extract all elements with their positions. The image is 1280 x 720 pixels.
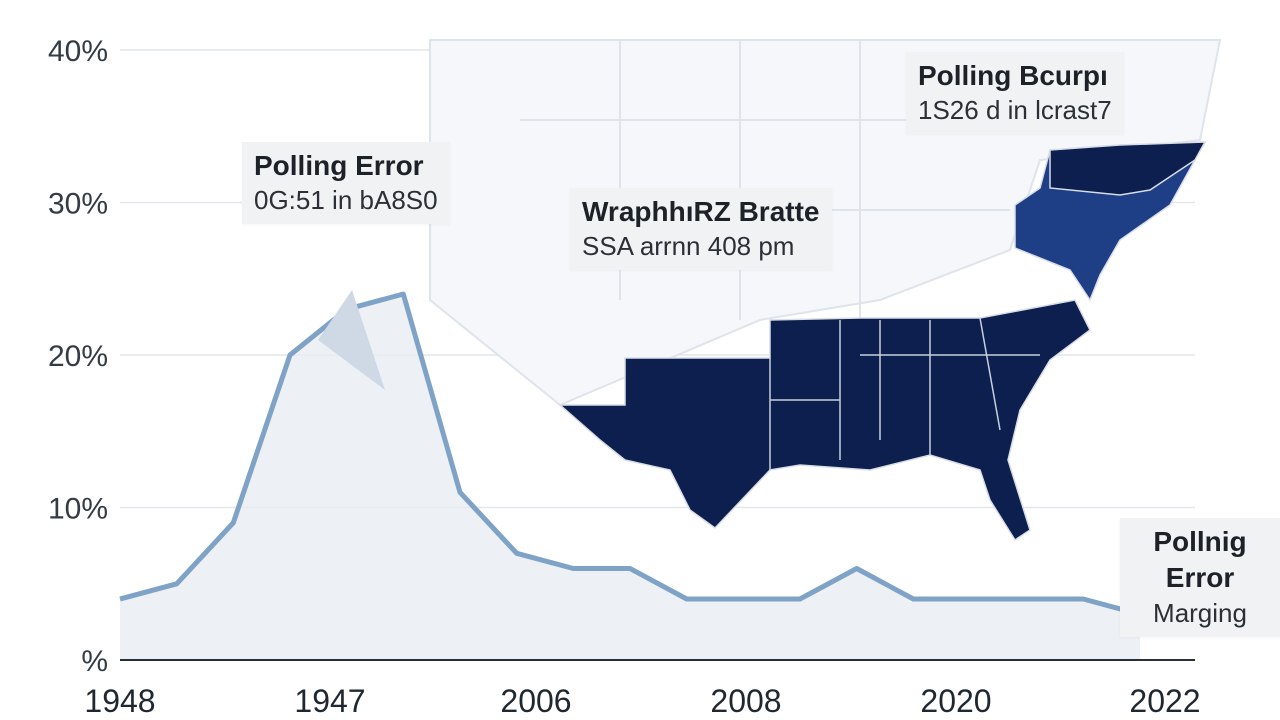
x-tick-label: 2008 xyxy=(710,683,781,719)
annotation-state-label: WraphhıRZ Bratte SSA arrnn 408 pm xyxy=(570,188,832,271)
error-area xyxy=(120,294,1140,660)
y-tick-label: 30% xyxy=(48,188,108,221)
x-tick-label: 2022 xyxy=(1129,683,1200,719)
annotation-polling-bump: Polling Bcurpı 1S26 d in lcrast7 xyxy=(906,52,1124,135)
annotation-text: 1S26 d in lcrast7 xyxy=(918,95,1112,126)
peak-callout-pointer xyxy=(318,290,385,390)
y-tick-label: % xyxy=(81,645,108,678)
annotation-text: 0G:51 in bA8S0 xyxy=(254,185,438,216)
annotation-polling-error-margin: Pollnig Error Marging xyxy=(1120,518,1280,637)
x-tick-label: 2020 xyxy=(920,683,991,719)
annotation-title: WraphhıRZ Bratte xyxy=(582,196,820,227)
annotation-title: Polling Bcurpı xyxy=(918,60,1108,91)
y-tick-label: 20% xyxy=(48,340,108,373)
annotation-polling-error: Polling Error 0G:51 in bA8S0 xyxy=(242,142,450,225)
annotation-title: Pollnig Error xyxy=(1153,526,1247,594)
annotation-title: Polling Error xyxy=(254,150,424,181)
y-axis-ticks: % 10% 20% 30% 40% xyxy=(48,35,108,678)
x-tick-label: 1948 xyxy=(84,683,155,719)
y-tick-label: 40% xyxy=(48,35,108,68)
y-tick-label: 10% xyxy=(48,493,108,526)
x-tick-label: 2006 xyxy=(500,683,571,719)
x-axis-ticks: 1948 1947 2006 2008 2020 2022 xyxy=(84,683,1200,719)
annotation-text: SSA arrnn 408 pm xyxy=(582,231,795,262)
annotation-text: Marging xyxy=(1153,597,1247,628)
x-tick-label: 1947 xyxy=(294,683,365,719)
error-line xyxy=(119,291,1141,617)
